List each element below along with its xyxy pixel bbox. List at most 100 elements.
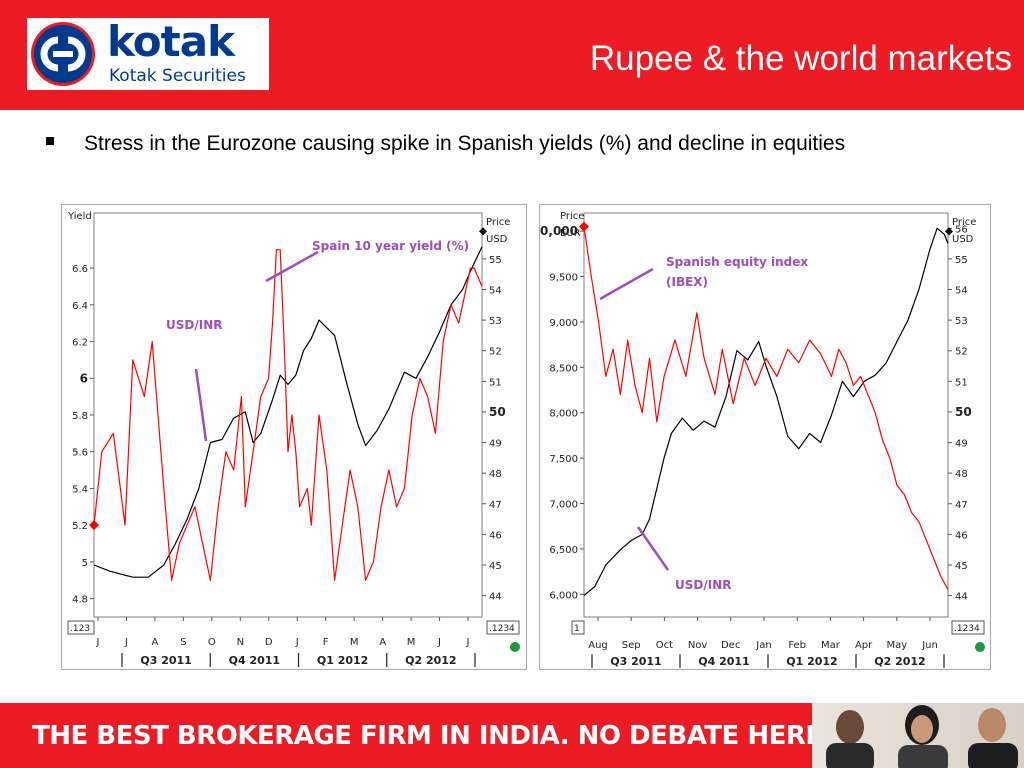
right-tick-label: 53 (489, 316, 502, 327)
chart-right-svg: Price EUR Price USD 10,000 9,500 9,000 8,500 8,0… (532, 211, 985, 668)
right-axis-label: Price (486, 217, 510, 228)
month-label: Dec (721, 640, 740, 651)
month-label: Jun (921, 640, 938, 651)
corner-box-right (486, 620, 520, 635)
month-label: Sep (622, 640, 641, 651)
left-tick-label: 5.8 (72, 411, 88, 422)
quarter-label: Q4 2011 (698, 655, 749, 668)
month-label: O (208, 637, 216, 648)
month-label: Oct (656, 640, 673, 651)
left-tick-label: 8,000 (549, 409, 578, 420)
left-tick-label: 6.6 (72, 264, 88, 275)
annotation-pointer (636, 526, 670, 571)
annotation-label: Spanish equity index (666, 255, 808, 269)
left-tick-label: 6.4 (72, 301, 88, 312)
kotak-logo-emblem-icon (31, 22, 95, 86)
left-tick-label: 6,500 (549, 545, 578, 556)
right-tick-label: 45 (489, 561, 502, 572)
left-tick-label: 7,000 (549, 500, 578, 511)
header-bar: kotak Kotak Securities Rupee & the world… (0, 0, 1024, 110)
month-label: M (350, 637, 359, 648)
right-axis-label: Price (952, 217, 976, 228)
right-tick-label: 52 (489, 347, 502, 358)
left-tick-label: 5 (82, 558, 88, 569)
people-photo-icon (826, 705, 1018, 768)
right-axis-label: USD (952, 234, 974, 245)
corner-label-right: .1234 (489, 624, 515, 634)
right-tick-label: 49 (489, 439, 502, 450)
footer-slogan: THE BEST BROKERAGE FIRM IN INDIA. NO DEB… (32, 721, 833, 751)
annotation-label: USD/INR (166, 318, 222, 332)
footer-bar: THE BEST BROKERAGE FIRM IN INDIA. NO DEB… (0, 703, 1024, 768)
right-tick-label: 47 (955, 500, 968, 511)
month-label: Nov (688, 640, 708, 651)
bullet-text: Stress in the Eurozone causing spike in … (84, 132, 846, 155)
bullet-point: Stress in the Eurozone causing spike in … (42, 128, 982, 188)
chart-spain-yield-usdinr: Yield Price USD 6.6 6.4 6.2 6 5.8 5.6 5.4 5.2 5 4.8 5… (61, 204, 527, 670)
month-label: J (466, 637, 470, 648)
right-tick-label: 46 (489, 530, 502, 541)
left-tick-label: 10,000 (540, 224, 578, 238)
month-label: S (180, 637, 186, 648)
left-tick-label: 6,000 (549, 590, 578, 601)
green-dot-icon (510, 642, 520, 652)
right-tick-label: 46 (955, 530, 968, 541)
right-tick-label: 54 (955, 286, 968, 297)
quarter-label: Q3 2011 (140, 654, 191, 667)
series-line-primary (583, 226, 949, 591)
right-tick-label: 47 (489, 500, 502, 511)
right-tick-label: 52 (955, 347, 968, 358)
right-tick-label: 44 (955, 592, 968, 603)
left-tick-label: 5.4 (72, 484, 88, 495)
left-tick-label: 5.2 (72, 521, 88, 532)
kotak-logo[interactable]: kotak Kotak Securities (27, 18, 269, 90)
right-axis-marker-icon (945, 227, 953, 236)
corner-label-left: 1 (574, 624, 580, 634)
month-label: J (124, 637, 128, 648)
right-tick-label: 51 (955, 377, 968, 388)
quarter-label: Q4 2011 (229, 654, 280, 667)
page-title: Rupee & the world markets (589, 39, 1012, 78)
left-tick-label: 9,000 (549, 318, 578, 329)
left-axis-label: EUR (560, 228, 581, 239)
series-line-primary (93, 249, 483, 581)
month-label: A (152, 637, 159, 648)
right-tick-label: 55 (955, 255, 968, 266)
annotation-label: Spain 10 year yield (%) (312, 239, 469, 253)
month-label: Aug (588, 640, 608, 651)
corner-box-right (951, 620, 985, 635)
month-label: M (407, 637, 416, 648)
right-tick-label: 54 (489, 286, 502, 297)
left-axis-marker-icon (579, 221, 589, 232)
month-label: D (265, 637, 273, 648)
right-axis-label: USD (486, 234, 508, 245)
right-tick-label: 53 (955, 316, 968, 327)
annotation-pointer (265, 250, 319, 283)
chart-ibex-usdinr: Price EUR Price USD 10,000 9,500 9,000 8,500 8,0… (532, 204, 991, 670)
logo-subtext: Kotak Securities (109, 66, 246, 86)
right-tick-label: 55 (489, 255, 502, 266)
series-line-usd-inr (583, 227, 949, 597)
right-axis-marker-icon (479, 227, 487, 236)
month-label: N (237, 637, 244, 648)
logo-wordmark: kotak (107, 17, 235, 66)
left-tick-label: 9,500 (549, 273, 578, 284)
month-label: J (437, 637, 441, 648)
left-tick-label: 6.2 (72, 338, 88, 349)
left-axis-label: Yield (67, 211, 92, 222)
month-label: Feb (788, 640, 806, 651)
footer-photo (812, 703, 1024, 768)
series-line-usd-inr (93, 246, 483, 578)
quarter-label: Q3 2011 (610, 655, 661, 668)
green-dot-icon (975, 642, 985, 652)
plot-area (93, 212, 483, 618)
month-label: Apr (855, 640, 873, 651)
quarter-label: Q2 2012 (405, 654, 456, 667)
month-label: Jan (755, 640, 771, 651)
corner-box-left (67, 620, 95, 635)
right-tick-label: 48 (489, 469, 502, 480)
right-tick-label: 44 (489, 592, 502, 603)
chart-left-svg: Yield Price USD 6.6 6.4 6.2 6 5.8 5.6 5.4 5.2 5 4.8 5… (67, 211, 520, 667)
left-axis-label: Price (560, 211, 584, 222)
annotation-label: USD/INR (675, 578, 731, 592)
